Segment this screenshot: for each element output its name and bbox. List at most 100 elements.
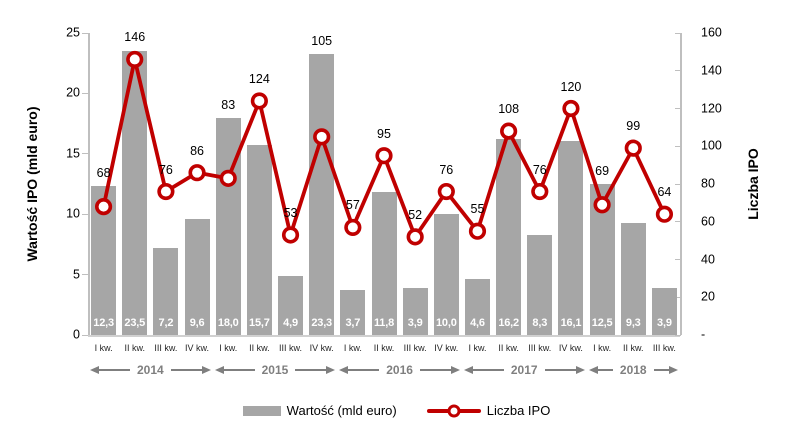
arrow-right-icon [669,366,678,374]
line-value-label: 120 [560,79,582,94]
bar-value-label: 15,7 [249,316,270,329]
arrow-right-icon [575,366,585,374]
arrow-right-icon [326,366,336,374]
line-point-marker [624,139,642,157]
bar: 4,6 [464,279,490,335]
left-axis-line [88,33,90,335]
line-point-marker [468,222,487,240]
x-tick-label: IV kw. [185,343,210,353]
right-axis-tick [675,183,681,185]
x-axis-baseline [88,335,680,337]
year-line [99,369,130,371]
y-tick-label-right: 80 [701,176,715,191]
year-group: 2015 [214,363,336,377]
bar-value-label: 9,6 [189,316,205,329]
y-tick-label-left: 25 [66,25,80,40]
year-label: 2014 [136,363,164,377]
x-tick-label: IV kw. [434,343,459,353]
line-value-label: 105 [311,33,333,48]
year-line [597,369,613,371]
line-value-label: 146 [124,30,146,45]
line-value-label: 68 [96,166,111,181]
line-value-label: 69 [595,164,610,178]
year-line [295,369,327,371]
line-value-label: 57 [345,198,360,213]
bar-value-label: 3,9 [407,316,423,329]
right-axis-tick [675,259,681,261]
bar-value-label: 16,2 [498,316,519,329]
line-point-marker [562,99,580,118]
bar-value-label: 11,8 [373,316,395,329]
line-marker-swatch-icon [426,404,481,417]
x-tick-label: I kw. [94,343,113,353]
line-point-marker [344,218,362,237]
right-axis-tick [675,145,681,147]
x-tick-label: III kw. [279,343,303,353]
line-point-marker [126,50,144,69]
line-value-label: 52 [408,207,423,222]
y-tick-label-right: 160 [701,25,722,40]
line-value-label: 76 [532,162,547,177]
arrow-left-icon [463,366,473,374]
x-tick-label: II kw. [373,343,395,353]
line-point-marker [219,169,237,187]
y-tick-label-right: - [701,327,706,342]
x-tick-label: I kw. [468,343,487,353]
year-group: 2016 [339,364,460,376]
bar: 16,2 [496,139,522,335]
x-tick-label: IV kw. [558,343,583,353]
x-tick-label: II kw. [124,343,145,353]
legend-item-count: Liczba IPO [426,403,551,418]
line-value-label: 83 [221,97,236,112]
arrow-right-icon [450,366,460,374]
y-tick-label-left: 15 [66,146,80,161]
line-point-marker [94,198,113,216]
arrow-right-icon [201,366,211,374]
x-tick-label: II kw. [498,343,519,353]
year-label: 2015 [261,363,289,377]
right-axis-tick [675,296,681,298]
bar: 15,7 [246,145,272,335]
right-axis-tick [675,221,681,223]
left-axis-tick [82,334,88,336]
line-value-label: 108 [498,102,520,117]
x-tick-label: III kw. [154,343,178,353]
line-point-marker [531,182,549,201]
bar-value-label: 8,3 [532,316,548,329]
line-point-marker [406,228,424,246]
year-line [419,369,451,371]
bar: 7,2 [153,248,179,335]
legend-item-value: Wartość (mld euro) [242,403,397,418]
left-axis-tick [82,274,88,276]
line-point-marker [157,182,175,201]
line-value-label: 124 [248,71,270,86]
x-tick-label: IV kw. [309,343,334,353]
bar: 9,3 [620,222,646,335]
right-axis-tick [675,108,681,110]
legend-label-count: Liczba IPO [486,403,551,418]
line-point-marker [281,226,300,244]
bar: 10,0 [433,214,459,335]
x-tick-label: III kw. [528,343,552,353]
y-tick-label-right: 140 [701,63,722,78]
year-label: 2017 [510,363,538,377]
bar-value-label: 12,5 [591,317,613,329]
year-group: 2018 [588,364,678,376]
line-point-marker [437,182,455,201]
right-axis-title: Liczba IPO [745,148,761,220]
line-value-label: 55 [470,202,485,217]
line-point-marker [655,205,674,223]
bar-value-label: 18,0 [217,316,239,329]
y-tick-label-right: 20 [701,289,715,304]
arrow-left-icon [90,366,99,374]
line-value-label: 86 [190,143,204,158]
left-axis-title: Wartość IPO (mld euro) [24,106,40,262]
bar: 11,8 [371,192,397,335]
line-point-marker [593,196,611,214]
right-axis-tick [675,70,681,72]
bar-swatch-icon [242,405,281,416]
bar: 23,3 [309,53,335,335]
bar: 3,9 [651,287,677,335]
bar-value-label: 9,3 [625,316,641,329]
y-tick-label-right: 120 [701,101,722,115]
